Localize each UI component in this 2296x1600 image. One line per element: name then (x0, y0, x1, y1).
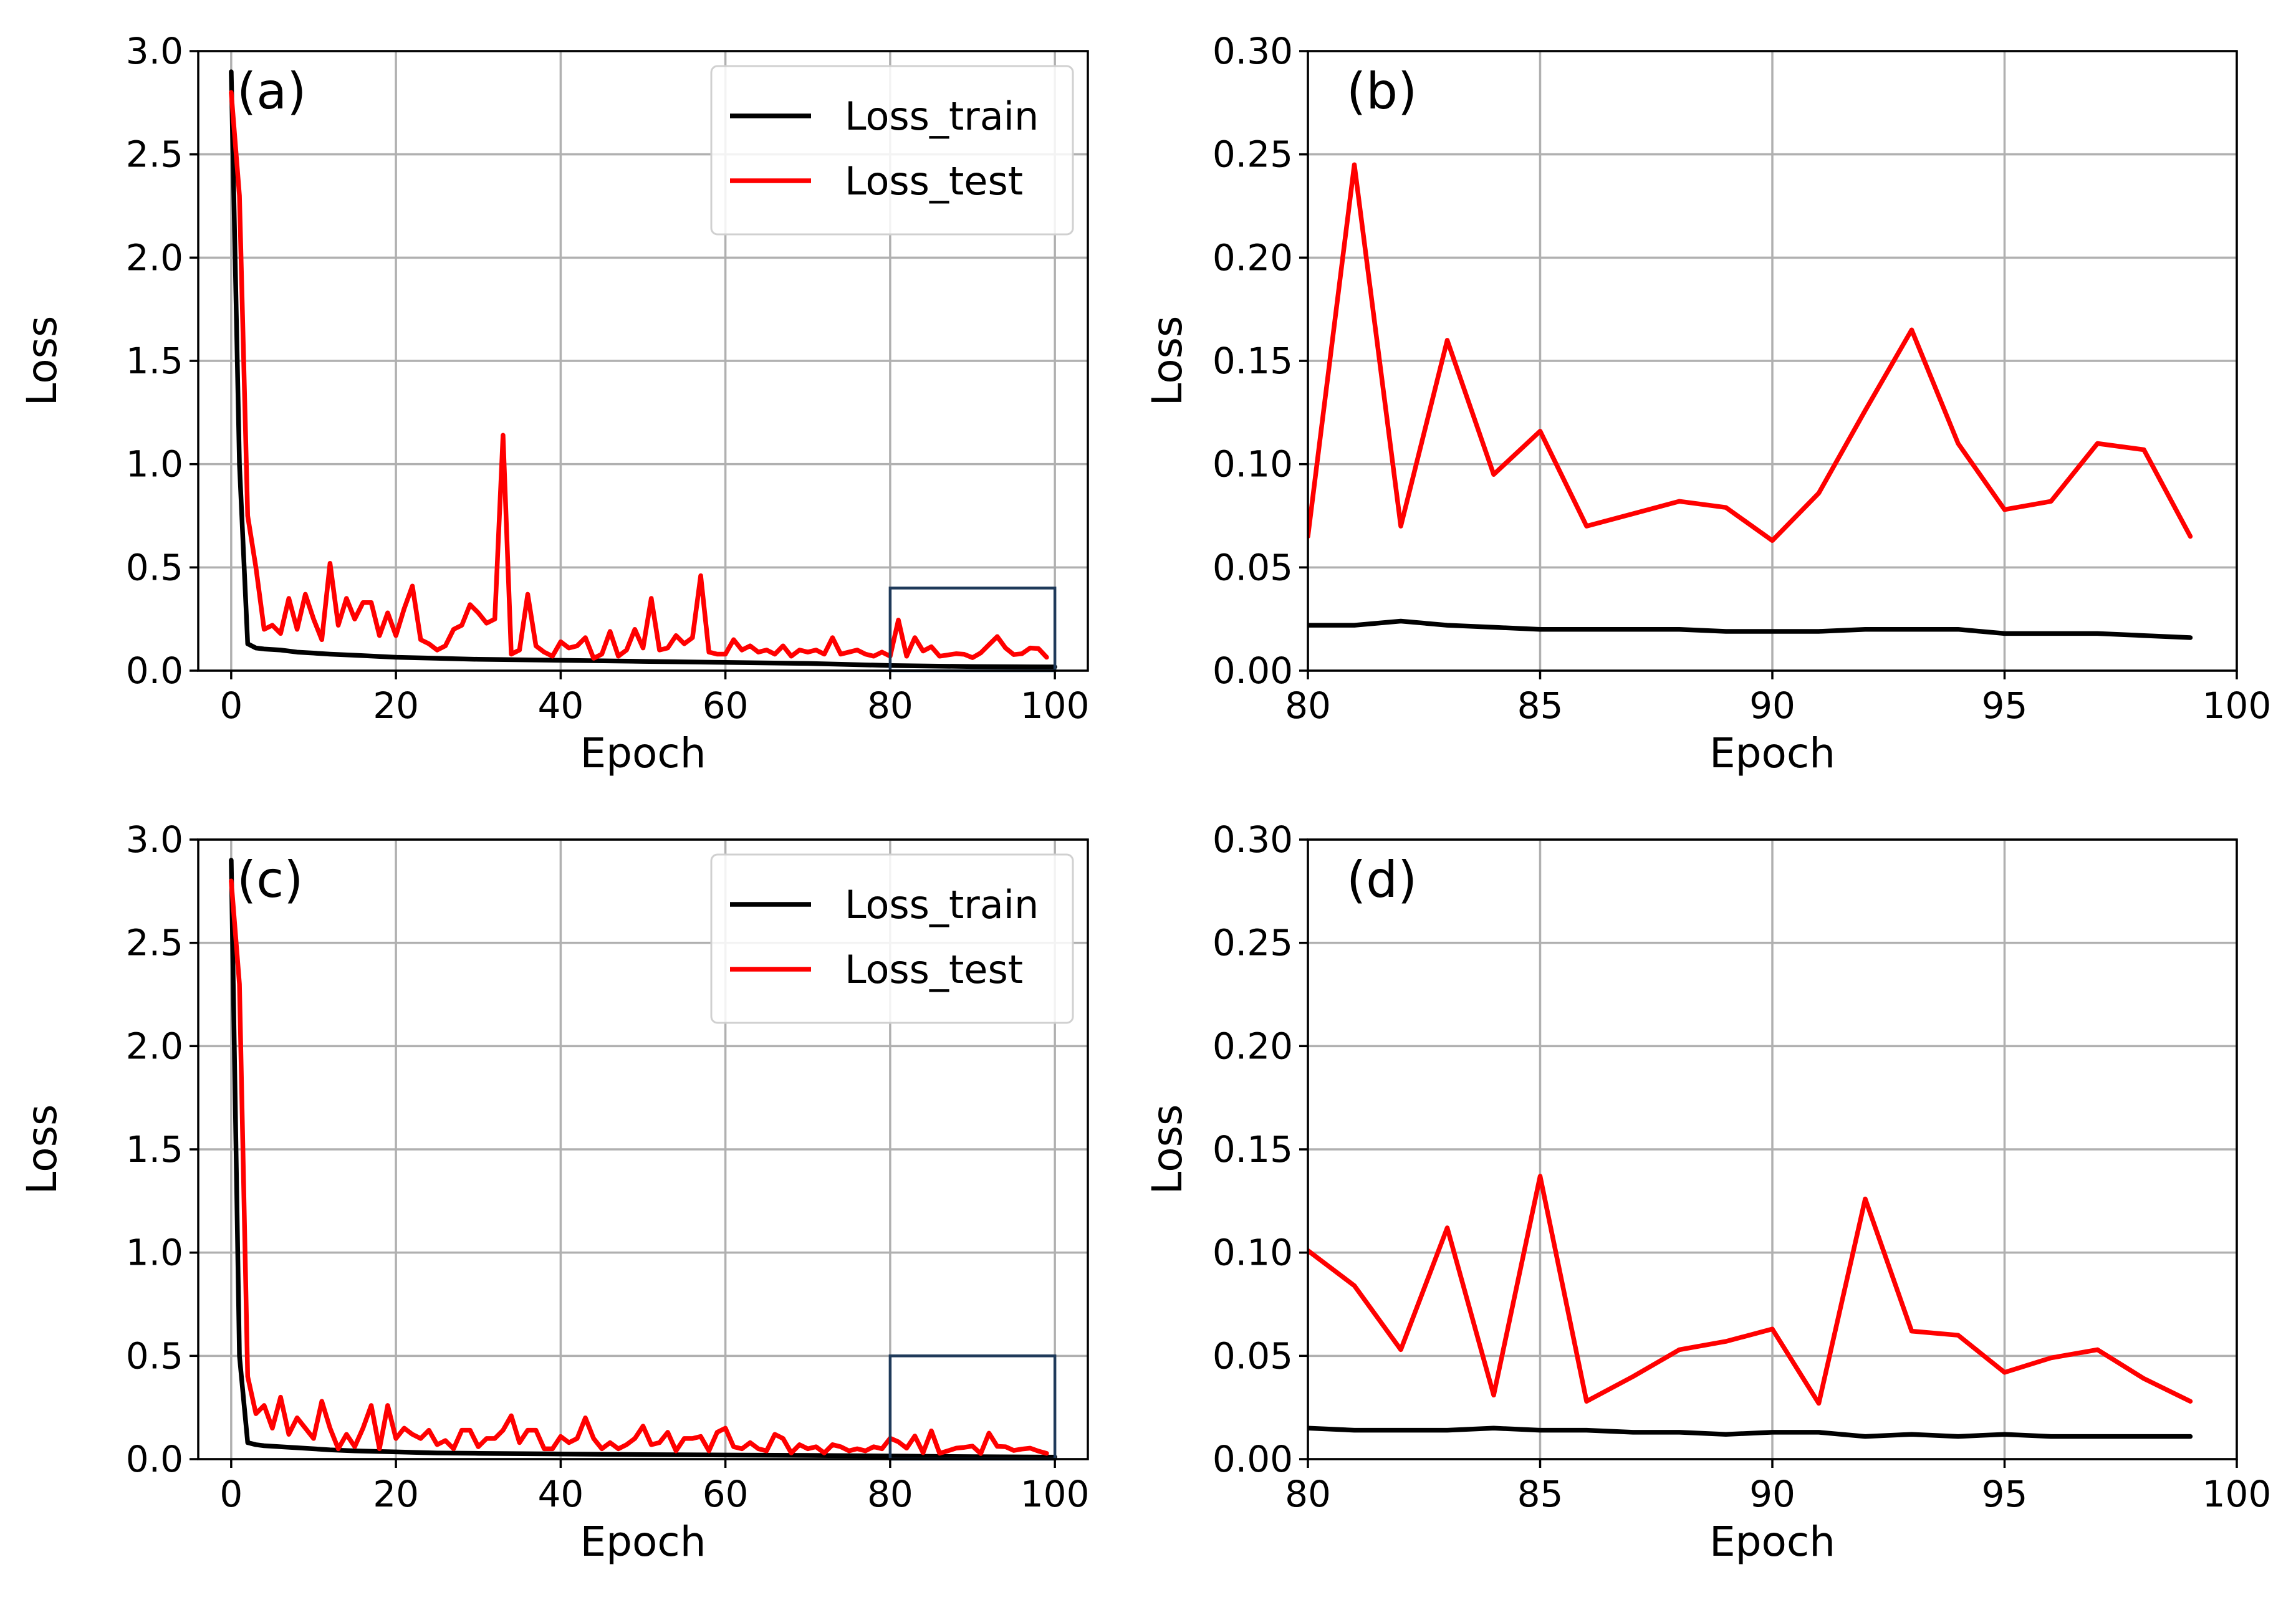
panel-b-series-group (1308, 162, 2193, 640)
panel-c-ytick-label-1.0: 1.0 (126, 1232, 183, 1274)
panel-d-xtick-label-95: 95 (1982, 1473, 2028, 1515)
panel-c-legend-label-0: Loss_train (845, 882, 1039, 927)
panel-a-xtick-label-0: 0 (219, 684, 243, 727)
panel-c-xtick-label-60: 60 (703, 1473, 749, 1515)
panel-d-ytick-label-0.05: 0.05 (1213, 1334, 1293, 1377)
panel-a-xlabel: Epoch (580, 729, 706, 777)
panel-c-xlabel: Epoch (580, 1518, 706, 1566)
panel-b-xtick-label-95: 95 (1982, 684, 2028, 727)
panel-c-ytick-label-2.5: 2.5 (126, 922, 183, 964)
panel-c-line-loss-test (229, 878, 1049, 1456)
panel-b-ytick-label-0.00: 0.00 (1213, 649, 1293, 692)
panel-a-xtick-label-100: 100 (1021, 684, 1090, 727)
panel-c-xtick-label-80: 80 (867, 1473, 913, 1515)
panel-a-legend: Loss_train Loss_test (710, 65, 1074, 236)
panel-a-line-loss-train (229, 69, 1057, 669)
panel-a-ytick-label-1.0: 1.0 (126, 443, 183, 486)
panel-d-ytick-label-0.00: 0.00 (1213, 1438, 1293, 1480)
panel-c: 0 20 40 60 80 100 0.0 0.5 1.0 1.5 2.0 2.5 3.0 Epoch Lo… (18, 818, 1090, 1566)
panel-b-xtick-label-80: 80 (1285, 684, 1331, 727)
panel-b-ytick-label-0.25: 0.25 (1213, 133, 1293, 176)
panel-b-line-loss-test (1308, 162, 2193, 544)
panel-c-tag: (c) (237, 851, 303, 909)
panel-b-xlabel: Epoch (1709, 729, 1835, 777)
panel-c-legend: Loss_train Loss_test (710, 853, 1074, 1024)
panel-c-xtick-label-100: 100 (1021, 1473, 1090, 1515)
panel-d-ylabel: Loss (1143, 1104, 1191, 1195)
panel-c-legend-box (710, 853, 1074, 1024)
panel-b-tag: (b) (1347, 62, 1417, 120)
panel-a-xtick-label-80: 80 (867, 684, 913, 727)
panel-c-series-group (229, 858, 1057, 1459)
panel-a-series-group (229, 69, 1057, 669)
panel-b-ylabel: Loss (1143, 316, 1191, 406)
panel-c-line-loss-train (229, 858, 1057, 1459)
panel-a-tag: (a) (237, 62, 306, 120)
panel-d-xtick-label-90: 90 (1749, 1473, 1795, 1515)
panel-d-tag: (d) (1347, 851, 1417, 909)
panel-c-ytick-label-2.0: 2.0 (126, 1025, 183, 1067)
panel-d: 80 85 90 95 100 0.00 0.05 0.10 0.15 0.20 0.25 0.30 E… (1143, 818, 2271, 1566)
panel-d-ytick-label-0.15: 0.15 (1213, 1128, 1293, 1171)
panel-c-ylabel: Loss (18, 1104, 66, 1195)
panel-a-xtick-label-40: 40 (537, 684, 584, 727)
panel-c-zoom-box (888, 1354, 1057, 1461)
panel-c-xtick-label-20: 20 (373, 1473, 419, 1515)
panel-a-legend-label-1: Loss_test (845, 158, 1023, 204)
panel-a: 0 20 40 60 80 100 0.0 0.5 1.0 1.5 2.0 2.5 3.0 Epoch Lo… (18, 30, 1090, 777)
panel-c-legend-label-1: Loss_test (845, 947, 1023, 992)
panel-a-xtick-label-60: 60 (703, 684, 749, 727)
panel-d-line-loss-train (1308, 1425, 2193, 1439)
panel-d-xtick-label-85: 85 (1517, 1473, 1563, 1515)
panel-b-ytick-label-0.10: 0.10 (1213, 443, 1293, 486)
panel-d-xlabel: Epoch (1709, 1518, 1835, 1566)
panel-a-ytick-label-2.0: 2.0 (126, 236, 183, 279)
panel-a-ytick-label-0.0: 0.0 (126, 649, 183, 692)
panel-c-ytick-label-3.0: 3.0 (126, 818, 183, 861)
panel-d-ytick-label-0.20: 0.20 (1213, 1025, 1293, 1067)
panel-d-ytick-label-0.30: 0.30 (1213, 818, 1293, 861)
panel-d-xtick-label-100: 100 (2202, 1473, 2272, 1515)
panel-c-ytick-label-0.5: 0.5 (126, 1334, 183, 1377)
panel-d-line-loss-test (1308, 1174, 2193, 1406)
panel-b-xtick-label-100: 100 (2202, 684, 2272, 727)
panel-b-xtick-label-90: 90 (1749, 684, 1795, 727)
panel-b-ytick-label-0.30: 0.30 (1213, 30, 1293, 72)
panel-d-ytick-label-0.25: 0.25 (1213, 922, 1293, 964)
panel-c-xtick-label-0: 0 (219, 1473, 243, 1515)
panel-d-series-group (1308, 1174, 2193, 1439)
panel-a-line-loss-test (229, 90, 1049, 661)
panel-d-xtick-label-80: 80 (1285, 1473, 1331, 1515)
panel-c-ytick-label-0.0: 0.0 (126, 1438, 183, 1480)
panel-b-ytick-label-0.05: 0.05 (1213, 546, 1293, 588)
panel-b: 80 85 90 95 100 0.00 0.05 0.10 0.15 0.20 0.25 0.30 E… (1143, 30, 2271, 777)
panel-a-ytick-label-0.5: 0.5 (126, 546, 183, 588)
panel-a-legend-label-0: Loss_train (845, 93, 1039, 139)
panel-a-legend-box (710, 65, 1074, 236)
panel-b-ytick-label-0.20: 0.20 (1213, 236, 1293, 279)
panel-a-ytick-label-2.5: 2.5 (126, 133, 183, 176)
panel-a-xtick-label-20: 20 (373, 684, 419, 727)
panel-d-ytick-label-0.10: 0.10 (1213, 1232, 1293, 1274)
panel-b-xtick-label-85: 85 (1517, 684, 1563, 727)
panel-a-ylabel: Loss (18, 316, 66, 406)
panel-a-ytick-label-3.0: 3.0 (126, 30, 183, 72)
panel-b-line-loss-train (1308, 618, 2193, 640)
panel-c-ytick-label-1.5: 1.5 (126, 1128, 183, 1171)
panel-c-xtick-label-40: 40 (537, 1473, 584, 1515)
panel-a-ytick-label-1.5: 1.5 (126, 340, 183, 382)
panel-b-ytick-label-0.15: 0.15 (1213, 340, 1293, 382)
